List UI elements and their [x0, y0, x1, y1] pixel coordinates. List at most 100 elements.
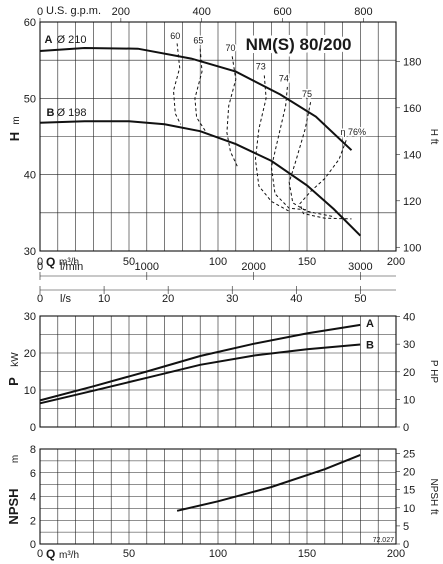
q-axis-unit: m³/h — [59, 257, 79, 268]
head-y2-title: H ft — [428, 129, 439, 145]
gpm-tick-label: 0 — [37, 6, 43, 18]
q-tick-label: 200 — [387, 256, 405, 268]
npsh-y-tick-label: 0 — [30, 539, 36, 551]
ls-tick-label: 0 — [37, 293, 43, 305]
npsh-q-tick-label: 100 — [209, 548, 227, 560]
lmin-tick-label: 1000 — [135, 261, 159, 273]
efficiency-label: 73 — [256, 61, 266, 71]
efficiency-contour — [194, 48, 206, 132]
npsh-q-tick-label: 150 — [298, 548, 316, 560]
head-y-tick-label: 40 — [24, 170, 36, 182]
ls-tick-label: 20 — [162, 293, 174, 305]
gpm-tick-label: 200 — [112, 6, 130, 18]
npsh-y-tick-label: 6 — [30, 468, 36, 480]
power-y2-title: P HP — [428, 360, 439, 383]
q-tick-label: 0 — [37, 256, 43, 268]
ls-tick-label: 50 — [354, 293, 366, 305]
power-y-title: P — [6, 377, 21, 386]
power-y2-tick-label: 10 — [403, 394, 415, 406]
lmin-tick-label: 2000 — [241, 261, 265, 273]
q-tick-label: 100 — [209, 256, 227, 268]
head-y-tick-label: 50 — [24, 93, 36, 105]
power-y2-tick-label: 30 — [403, 339, 415, 351]
head-series-name: B — [47, 107, 55, 119]
efficiency-contour — [254, 75, 290, 212]
npsh-q-axis-label: Q — [46, 547, 55, 561]
power-curve-a — [39, 323, 361, 402]
head-y-unit: m — [11, 116, 22, 124]
npsh-y2-tick-label: 25 — [403, 449, 415, 461]
q-axis-label: Q — [46, 255, 55, 269]
gpm-tick-label: 400 — [193, 6, 211, 18]
npsh-q-tick-label: 50 — [123, 548, 135, 560]
q-tick-label: 50 — [123, 256, 135, 268]
head-y-tick-label: 60 — [24, 17, 36, 29]
npsh-y2-tick-label: 15 — [403, 485, 415, 497]
efficiency-label: 65 — [193, 35, 203, 45]
efficiency-contour — [226, 56, 239, 168]
head-y2-tick-label: 140 — [403, 149, 421, 161]
gpm-tick-label: 600 — [273, 6, 291, 18]
efficiency-label: 70 — [225, 43, 235, 53]
npsh-q-axis-unit: m³/h — [59, 550, 79, 561]
power-y-tick-label: 20 — [24, 348, 36, 360]
power-curve-b — [39, 343, 361, 405]
gpm-axis-label: U.S. g.p.m. — [46, 5, 101, 17]
head-series-label: Ø 210 — [57, 34, 87, 46]
power-y-unit: kW — [10, 352, 21, 367]
power-series-label: B — [366, 339, 374, 351]
lmin-axis-label: l/min — [60, 261, 83, 273]
efficiency-label: 74 — [279, 74, 289, 84]
figure-code: 72.027 — [373, 537, 395, 544]
curves-layer — [39, 43, 362, 512]
head-y2-tick-label: 100 — [403, 242, 421, 254]
head-curve-b — [39, 120, 362, 237]
npsh-y2-tick-label: 20 — [403, 467, 415, 479]
head-curve-a — [39, 46, 353, 151]
head-frame — [39, 21, 397, 252]
npsh-q-tick-label: 0 — [37, 548, 43, 560]
power-series-label: A — [366, 318, 374, 330]
efficiency-label: η 76% — [341, 127, 367, 137]
power-y-tick-label: 10 — [24, 385, 36, 397]
power-y2-tick-label: 20 — [403, 367, 415, 379]
npsh-q-tick-label: 200 — [387, 548, 405, 560]
efficiency-contour — [288, 102, 334, 218]
npsh-y-tick-label: 2 — [30, 515, 36, 527]
npsh-frame — [39, 448, 397, 545]
q-tick-label: 150 — [298, 256, 316, 268]
npsh-y-title: NPSH — [6, 488, 21, 524]
efficiency-label: 60 — [170, 31, 180, 41]
head-y2-tick-label: 180 — [403, 56, 421, 68]
ls-axis-label: l/s — [60, 293, 72, 305]
power-y2-tick-label: 0 — [403, 422, 409, 434]
head-y2-tick-label: 160 — [403, 103, 421, 115]
lmin-tick-label: 0 — [37, 261, 43, 273]
gpm-tick-label: 800 — [354, 6, 372, 18]
npsh-y-unit: m — [10, 455, 21, 463]
npsh-y-tick-label: 8 — [30, 444, 36, 456]
head-y2-tick-label: 120 — [403, 196, 421, 208]
npsh-y2-tick-label: 5 — [403, 521, 409, 533]
efficiency-contour — [270, 86, 308, 211]
npsh-y2-title: NPSH ft — [428, 478, 439, 514]
power-y2-tick-label: 40 — [403, 312, 415, 324]
head-y-title: H — [7, 132, 22, 141]
power-y-tick-label: 30 — [24, 311, 36, 323]
efficiency-label: 75 — [302, 89, 312, 99]
ls-tick-label: 40 — [290, 293, 302, 305]
ls-tick-label: 10 — [98, 293, 110, 305]
npsh-y2-tick-label: 10 — [403, 503, 415, 515]
npsh-curve — [176, 453, 361, 512]
model-title: NM(S) 80/200 — [246, 35, 352, 54]
power-y-tick-label: 0 — [30, 422, 36, 434]
head-series-name: A — [45, 34, 53, 46]
head-series-label: Ø 198 — [57, 107, 87, 119]
npsh-y2-tick-label: 0 — [403, 539, 409, 551]
head-y-tick-label: 30 — [24, 246, 36, 258]
efficiency-contour — [299, 140, 352, 220]
lmin-tick-label: 3000 — [348, 261, 372, 273]
ls-tick-label: 30 — [226, 293, 238, 305]
